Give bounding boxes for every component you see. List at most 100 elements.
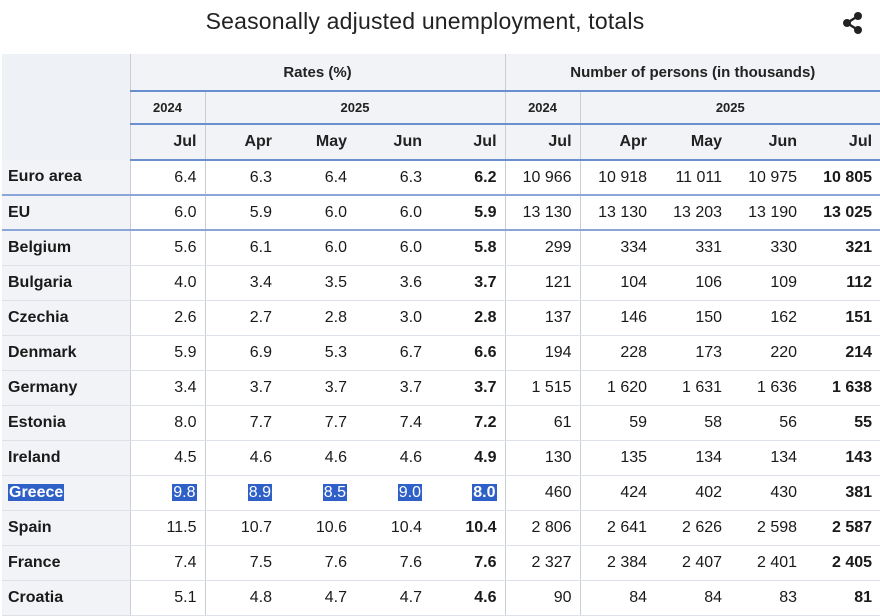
persons-value: 150 [695, 308, 723, 326]
rate-value: 5.8 [474, 238, 497, 256]
rate-value: 4.9 [474, 448, 497, 466]
rate-cell: 9.0 [355, 475, 430, 511]
rate-cell: 4.5 [129, 440, 205, 476]
rate-value: 6.4 [174, 168, 197, 186]
country-name: Euro area [2, 160, 130, 196]
persons-value: 1 638 [832, 378, 873, 396]
rate-cell: 7.5 [204, 545, 280, 581]
persons-cell: 11 011 [655, 160, 731, 196]
persons-value: 134 [695, 448, 723, 466]
header-month: Jun [355, 124, 430, 161]
country-name: Greece [2, 475, 130, 511]
rate-value: 6.0 [324, 203, 347, 221]
header-group-rates: Rates (%) [129, 54, 506, 92]
persons-value: 1 515 [531, 378, 572, 396]
table-row: Belgium 5.6 6.1 6.0 6.0 5.8 299 334 331 330 321 [2, 230, 880, 266]
unemployment-table: Rates (%) Number of persons (in thousand… [2, 54, 880, 616]
persons-cell: 162 [730, 300, 806, 336]
country-label: France [8, 553, 61, 571]
country-label: Czechia [8, 308, 69, 326]
persons-value: 2 626 [681, 518, 723, 536]
table-row: Bulgaria 4.0 3.4 3.5 3.6 3.7 121 104 106 109 112 [2, 265, 880, 301]
rate-cell: 2.8 [280, 300, 355, 336]
rate-cell: 4.6 [204, 440, 280, 476]
rate-value: 10.4 [390, 518, 422, 536]
rate-cell: 2.7 [204, 300, 280, 336]
share-button[interactable] [840, 10, 866, 36]
persons-value: 58 [704, 413, 723, 431]
rate-value: 11.5 [166, 518, 197, 536]
persons-value: 228 [620, 343, 648, 361]
persons-cell: 84 [655, 580, 731, 616]
persons-value: 61 [553, 413, 572, 431]
persons-value: 299 [544, 238, 572, 256]
rate-cell: 9.8 [129, 475, 205, 511]
persons-value: 2 641 [606, 518, 648, 536]
rate-value: 3.4 [174, 378, 197, 396]
persons-cell: 134 [655, 440, 731, 476]
rate-cell: 5.9 [430, 195, 506, 231]
rate-cell: 7.7 [204, 405, 280, 441]
persons-cell: 146 [579, 300, 656, 336]
persons-value: 151 [845, 308, 873, 326]
table-row: France 7.4 7.5 7.6 7.6 7.6 2 327 2 384 2 407 2 40… [2, 545, 880, 581]
persons-value: 137 [544, 308, 572, 326]
rate-cell: 4.6 [355, 440, 430, 476]
persons-value: 214 [845, 343, 873, 361]
rate-cell: 7.4 [355, 405, 430, 441]
rate-cell: 8.0 [129, 405, 205, 441]
country-label: Ireland [8, 448, 61, 466]
persons-value: 56 [779, 413, 798, 431]
rate-value: 4.7 [399, 588, 422, 606]
table-row: Czechia 2.6 2.7 2.8 3.0 2.8 137 146 150 162 151 [2, 300, 880, 336]
persons-value: 130 [544, 448, 572, 466]
table-row: Germany 3.4 3.7 3.7 3.7 3.7 1 515 1 620 1 631 1 6… [2, 370, 880, 406]
rate-cell: 7.6 [430, 545, 506, 581]
rate-value: 4.8 [249, 588, 272, 606]
header-corner [2, 54, 130, 160]
persons-value: 220 [770, 343, 798, 361]
rate-cell: 5.9 [129, 335, 205, 371]
persons-cell: 90 [504, 580, 581, 616]
persons-value: 146 [620, 308, 648, 326]
rate-value: 3.7 [399, 378, 422, 396]
country-name: Germany [2, 370, 130, 406]
persons-cell: 220 [730, 335, 806, 371]
persons-value: 2 327 [531, 553, 572, 571]
persons-value: 10 918 [598, 168, 648, 186]
rate-value: 2.8 [474, 308, 497, 326]
persons-cell: 106 [655, 265, 731, 301]
persons-cell: 13 130 [504, 195, 581, 231]
rate-cell: 6.0 [280, 195, 355, 231]
persons-value: 13 130 [598, 203, 648, 221]
persons-cell: 299 [504, 230, 581, 266]
rate-value: 6.7 [399, 343, 422, 361]
persons-cell: 402 [655, 475, 731, 511]
persons-cell: 1 631 [655, 370, 731, 406]
header-month: Apr [204, 124, 280, 161]
persons-value: 381 [845, 483, 873, 501]
rate-value: 9.0 [397, 483, 422, 501]
persons-value: 134 [770, 448, 798, 466]
persons-value: 330 [770, 238, 798, 256]
rate-value: 7.5 [249, 553, 272, 571]
rate-cell: 6.0 [355, 230, 430, 266]
rate-value: 6.0 [399, 238, 422, 256]
country-name: Denmark [2, 335, 130, 371]
rate-cell: 6.2 [430, 160, 506, 196]
rate-value: 7.6 [474, 553, 497, 571]
persons-cell: 10 975 [730, 160, 806, 196]
rate-value: 10.6 [315, 518, 347, 536]
persons-value: 11 011 [675, 168, 723, 186]
header-year: 2025 [579, 91, 880, 125]
persons-value: 460 [544, 483, 572, 501]
rate-cell: 5.6 [129, 230, 205, 266]
rate-value: 6.3 [399, 168, 422, 186]
table-body: Euro area 6.4 6.3 6.4 6.3 6.2 10 966 10 918 11 0… [2, 160, 880, 616]
header-month: Jul [129, 124, 205, 161]
persons-value: 59 [629, 413, 648, 431]
rate-cell: 6.0 [280, 230, 355, 266]
persons-cell: 84 [579, 580, 656, 616]
country-label: Greece [8, 483, 65, 501]
persons-cell: 2 626 [655, 510, 731, 546]
